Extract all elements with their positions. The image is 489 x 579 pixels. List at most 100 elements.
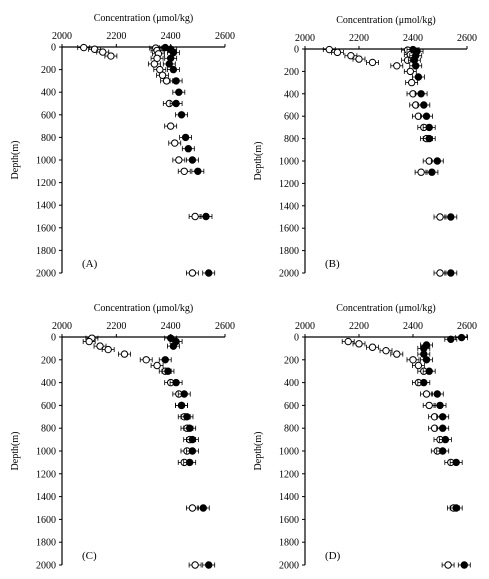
- chart-title: Concentration (μmol/kg): [94, 303, 194, 314]
- data-point-open: [180, 167, 188, 176]
- y-tick-label: 1600: [36, 223, 56, 234]
- data-point-filled: [183, 413, 191, 421]
- y-tick-label: 200: [284, 67, 299, 78]
- y-tick-label: 1000: [36, 447, 56, 458]
- x-tick-label: 2600: [457, 33, 477, 44]
- data-point-filled: [188, 156, 197, 164]
- panel-label: (A): [82, 258, 98, 270]
- x-tick-label: 2000: [295, 321, 315, 332]
- panel-label: (D): [325, 550, 341, 562]
- data-point-open: [99, 48, 107, 56]
- data-point-filled: [161, 356, 169, 364]
- y-axis-label: Depth(m): [10, 141, 21, 180]
- data-point-filled: [180, 390, 188, 398]
- data-point-open: [347, 52, 355, 60]
- data-point-open: [409, 356, 417, 364]
- data-point-filled: [420, 101, 428, 109]
- data-point-filled: [422, 112, 431, 120]
- y-tick-label: 2000: [279, 561, 299, 572]
- data-point-filled: [177, 111, 186, 119]
- data-point-filled: [202, 212, 210, 221]
- data-point-open: [188, 269, 197, 277]
- data-point-open: [417, 168, 425, 176]
- data-point-filled: [457, 333, 466, 342]
- y-axis-label: Depth(m): [253, 432, 264, 471]
- data-point-open: [96, 342, 104, 350]
- data-point-filled: [185, 424, 194, 432]
- data-point-filled: [175, 88, 183, 96]
- data-point-open: [191, 561, 199, 569]
- data-point-filled: [433, 390, 441, 398]
- y-tick-label: 1000: [36, 156, 56, 167]
- y-tick-label: 800: [284, 134, 299, 145]
- data-point-open: [120, 350, 129, 358]
- data-point-filled: [436, 401, 444, 410]
- y-tick-label: 200: [284, 355, 299, 366]
- y-tick-label: 800: [41, 133, 56, 144]
- y-tick-label: 2000: [36, 561, 56, 572]
- y-tick-label: 400: [284, 89, 299, 100]
- data-point-open: [393, 62, 401, 70]
- data-point-filled: [417, 90, 425, 98]
- chart-panel: Concentration (μmol/kg) 2000 2200 2400 2600 0…: [10, 303, 235, 572]
- data-point-open: [171, 139, 179, 147]
- data-point-open: [107, 52, 115, 60]
- chart-title: Concentration (μmol/kg): [336, 303, 436, 314]
- y-tick-label: 600: [41, 401, 56, 412]
- y-tick-label: 1600: [279, 224, 299, 235]
- data-point-filled: [194, 167, 202, 176]
- data-point-filled: [425, 123, 433, 132]
- data-point-filled: [169, 342, 178, 350]
- data-point-filled: [452, 504, 460, 512]
- x-tick-label: 2600: [215, 321, 235, 332]
- chart-title: Concentration (μmol/kg): [94, 13, 194, 24]
- data-point-open: [393, 350, 401, 358]
- data-point-open: [188, 504, 197, 512]
- y-tick-label: 1400: [279, 201, 299, 212]
- y-tick-label: 1600: [36, 515, 56, 526]
- x-tick-label: 2000: [295, 33, 315, 44]
- x-tick-label: 2400: [161, 31, 181, 42]
- data-point-filled: [422, 356, 431, 364]
- chart-panel: Concentration (μmol/kg) 2000 2200 2400 2600 0…: [253, 303, 477, 572]
- data-point-filled: [439, 413, 447, 421]
- x-tick-label: 2200: [349, 33, 369, 44]
- y-tick-label: 600: [284, 401, 299, 412]
- data-point-open: [325, 45, 333, 54]
- data-point-filled: [452, 458, 460, 467]
- y-tick-label: 0: [51, 43, 56, 54]
- y-tick-label: 1400: [279, 492, 299, 503]
- y-tick-label: 400: [41, 378, 56, 389]
- y-tick-label: 1200: [279, 469, 299, 480]
- data-point-filled: [412, 62, 420, 70]
- data-point-filled: [428, 168, 436, 176]
- data-point-filled: [181, 133, 190, 142]
- x-tick-label: 2200: [106, 321, 126, 332]
- data-point-filled: [439, 447, 447, 455]
- y-tick-label: 1200: [279, 179, 299, 190]
- y-tick-label: 2000: [279, 269, 299, 280]
- data-point-open: [166, 122, 175, 130]
- data-point-open: [368, 58, 377, 67]
- y-tick-label: 1400: [36, 492, 56, 503]
- data-point-filled: [205, 269, 213, 277]
- data-point-filled: [447, 335, 455, 343]
- chart-panel: Concentration (μmol/kg) 2000 2200 2400 2600 0…: [10, 13, 235, 280]
- data-point-open: [407, 78, 416, 87]
- data-point-filled: [433, 157, 441, 165]
- y-tick-label: 1800: [36, 538, 56, 549]
- data-point-open: [406, 67, 414, 76]
- data-point-open: [175, 156, 183, 164]
- data-point-filled: [165, 60, 174, 68]
- x-tick-label: 2600: [457, 321, 477, 332]
- data-point-filled: [199, 504, 207, 512]
- data-point-open: [425, 401, 433, 410]
- data-point-open: [436, 213, 444, 221]
- data-point-open: [414, 361, 423, 370]
- data-point-filled: [185, 458, 194, 467]
- x-tick-label: 2400: [161, 321, 181, 332]
- data-point-open: [153, 361, 161, 370]
- y-tick-label: 600: [41, 110, 56, 121]
- x-tick-label: 2400: [403, 33, 423, 44]
